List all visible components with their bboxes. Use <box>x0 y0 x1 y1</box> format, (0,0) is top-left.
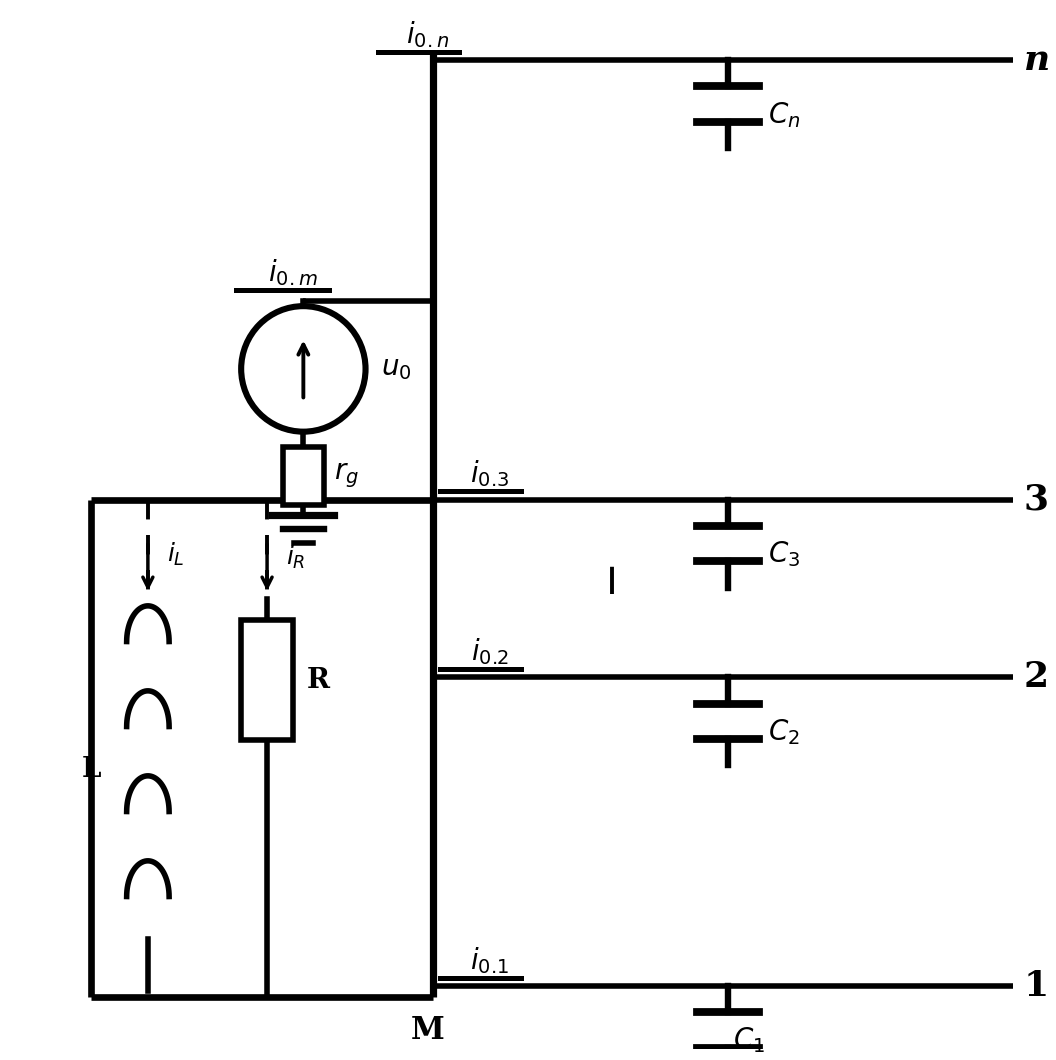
FancyBboxPatch shape <box>283 447 324 505</box>
Text: $u_0$: $u_0$ <box>381 355 412 383</box>
Text: $r_g$: $r_g$ <box>335 462 359 491</box>
Text: 1: 1 <box>1023 969 1049 1003</box>
Text: L: L <box>81 756 101 782</box>
Text: $C_n$: $C_n$ <box>768 100 800 129</box>
Text: $C_2$: $C_2$ <box>768 717 799 747</box>
Text: M: M <box>411 1015 445 1046</box>
Text: $i_R$: $i_R$ <box>286 544 305 570</box>
Text: $C_1$: $C_1$ <box>734 1026 766 1056</box>
Text: $i_{0.m}$: $i_{0.m}$ <box>268 258 318 288</box>
Text: $i_{0.3}$: $i_{0.3}$ <box>470 458 509 490</box>
Text: $i_{0.n}$: $i_{0.n}$ <box>407 19 449 50</box>
Text: $C_3$: $C_3$ <box>768 540 799 569</box>
Text: $i_{0.1}$: $i_{0.1}$ <box>471 944 509 975</box>
Text: $i_{0.2}$: $i_{0.2}$ <box>471 636 509 667</box>
Text: n: n <box>1023 43 1050 77</box>
Text: 3: 3 <box>1023 482 1049 516</box>
Text: R: R <box>306 667 329 693</box>
Text: 2: 2 <box>1023 660 1049 694</box>
Text: $i_L$: $i_L$ <box>167 541 184 568</box>
FancyBboxPatch shape <box>241 620 293 740</box>
